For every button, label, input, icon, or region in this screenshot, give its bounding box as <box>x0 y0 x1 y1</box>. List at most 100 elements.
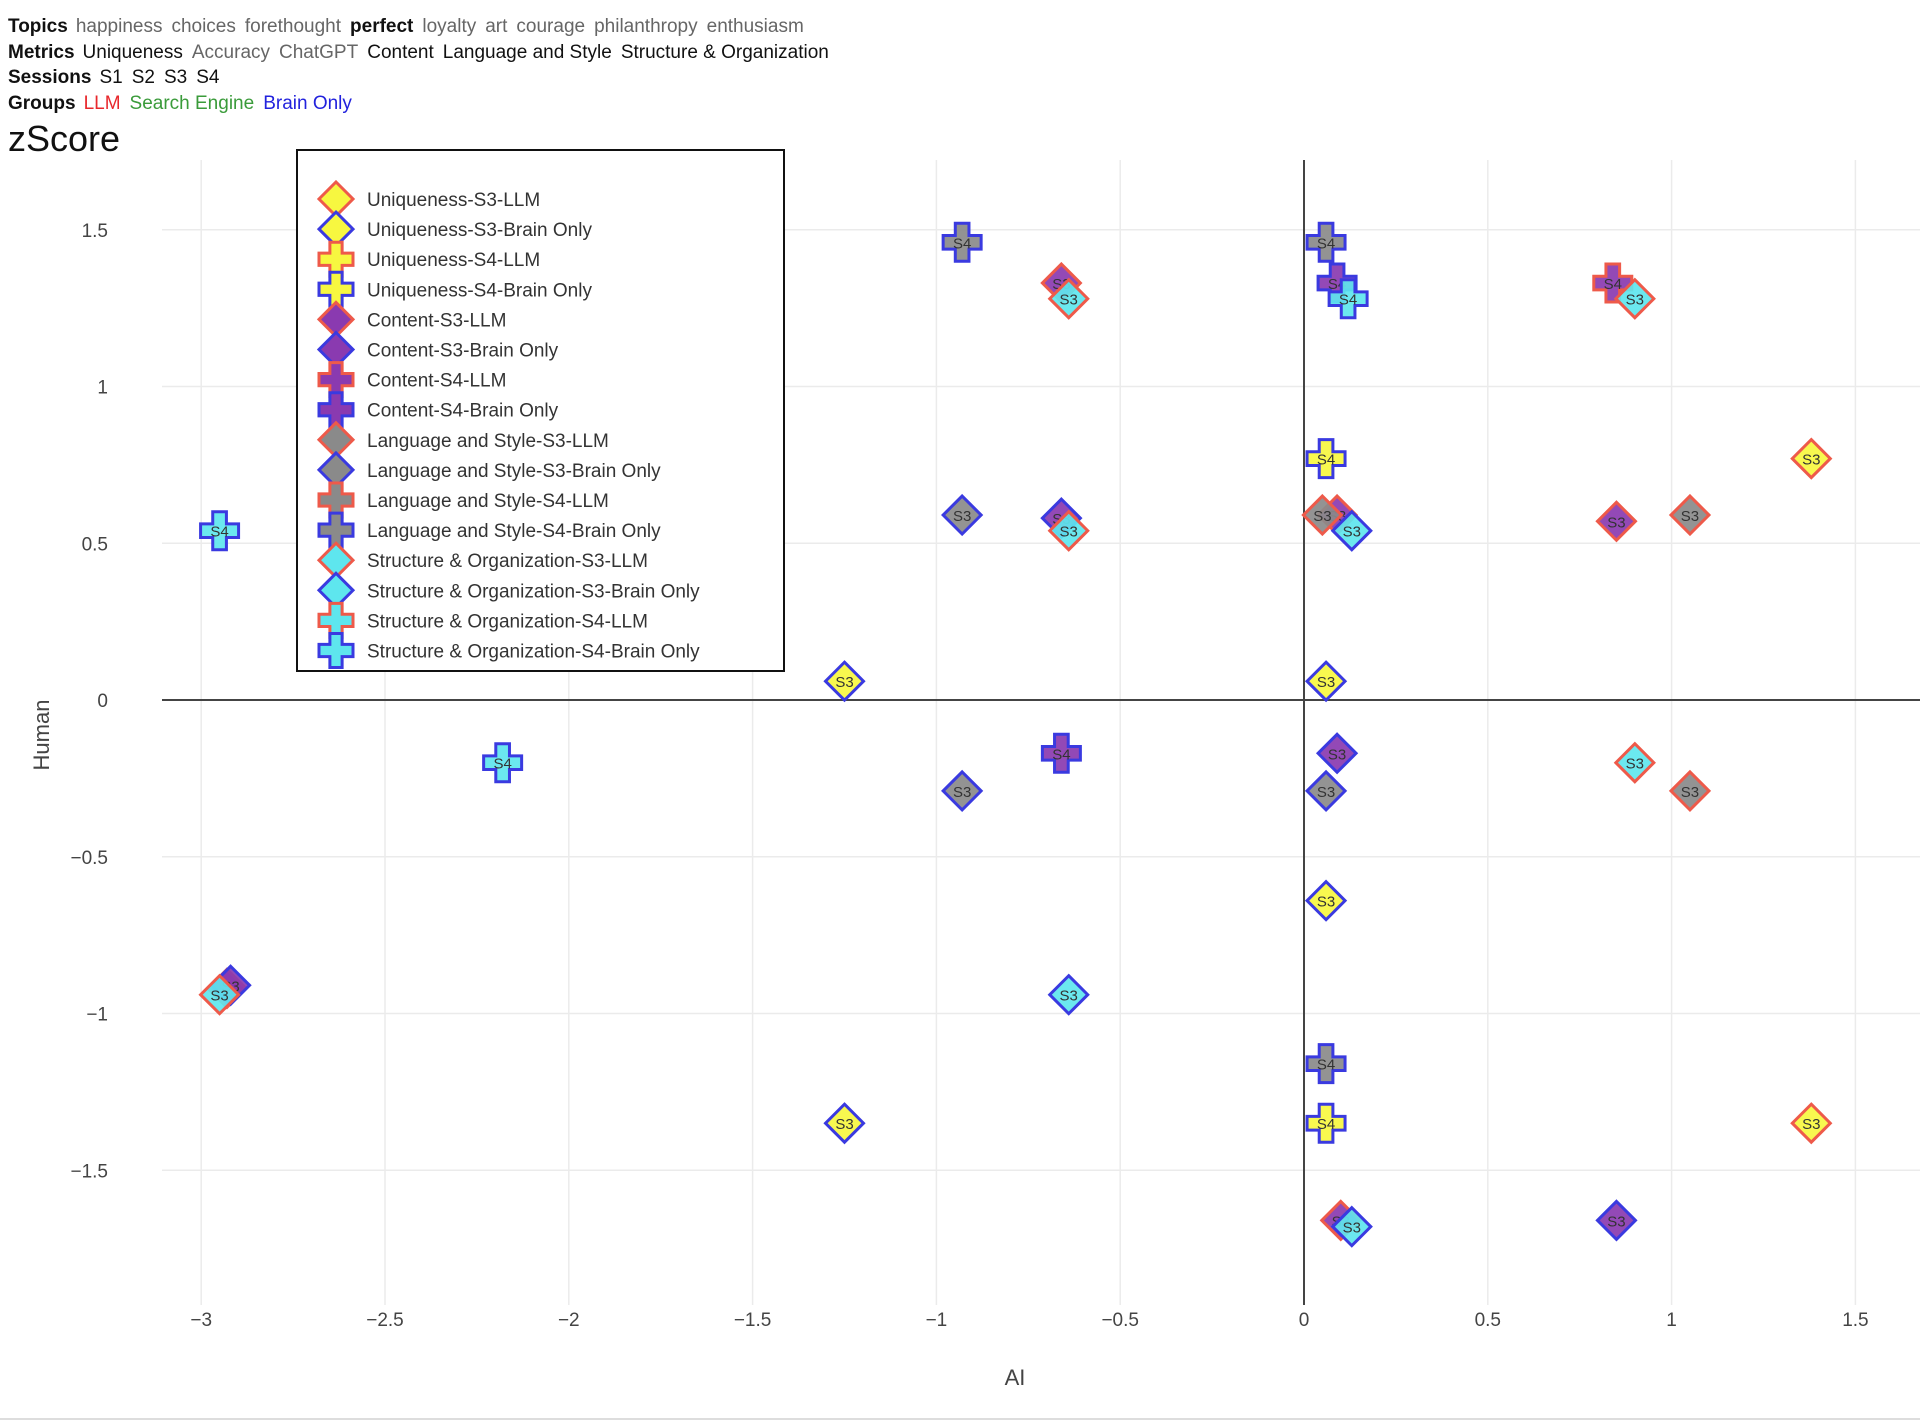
session-option-s3[interactable]: S3 <box>163 67 188 88</box>
data-point[interactable]: S4 <box>199 510 241 552</box>
data-point[interactable]: S3 <box>1595 500 1638 543</box>
topic-option-choices[interactable]: choices <box>171 16 236 37</box>
metric-option-accuracy[interactable]: Accuracy <box>191 41 271 63</box>
data-point[interactable]: S3 <box>1613 741 1656 784</box>
bottom-divider <box>0 1418 1920 1420</box>
x-tick-label: −1.5 <box>734 1310 772 1331</box>
group-option-brain-only[interactable]: Brain Only <box>263 92 352 114</box>
legend-label: Language and Style-S3-Brain Only <box>367 461 661 482</box>
data-point[interactable]: S3 <box>1304 879 1348 922</box>
data-point[interactable]: S4 <box>1040 732 1082 774</box>
legend-item[interactable]: Structure & Organization-S3-Brain Only <box>316 571 700 610</box>
point-label: S3 <box>1681 784 1699 801</box>
data-point[interactable]: S4 <box>1305 1102 1347 1144</box>
legend-label: Content-S4-LLM <box>367 371 506 392</box>
sessions-row: Sessions S1 S2 S3 S4 <box>8 65 838 91</box>
legend-item[interactable]: Language and Style-S3-LLM <box>316 420 609 459</box>
topic-option-happiness[interactable]: happiness <box>75 16 163 37</box>
data-point[interactable]: S3 <box>1304 769 1348 813</box>
data-point[interactable]: S3 <box>1668 493 1712 537</box>
point-label: S3 <box>1317 784 1335 801</box>
session-option-s1[interactable]: S1 <box>99 67 123 88</box>
point-label: S4 <box>1339 292 1357 309</box>
legend-label: Structure & Organization-S3-LLM <box>367 551 648 572</box>
y-tick-label: 1 <box>97 378 108 399</box>
legend-label: Language and Style-S3-LLM <box>367 431 609 452</box>
data-point[interactable]: S3 <box>1315 732 1359 775</box>
point-label: S3 <box>1626 756 1644 773</box>
data-point[interactable]: S4 <box>1327 278 1369 320</box>
groups-row: Groups LLM Search Engine Brain Only <box>8 91 838 117</box>
point-label: S3 <box>1328 746 1346 763</box>
legend-item[interactable]: Language and Style-S4-Brain Only <box>317 511 661 549</box>
legend-label: Structure & Organization-S3-Brain Only <box>367 581 700 602</box>
session-option-s2[interactable]: S2 <box>131 67 155 88</box>
point-label: S3 <box>1343 1220 1361 1237</box>
legend-label: Content-S3-Brain Only <box>367 341 559 362</box>
metric-option-structure-and-organization[interactable]: Structure & Organization <box>620 41 829 63</box>
legend-label: Structure & Organization-S4-LLM <box>367 611 648 632</box>
topic-option-art[interactable]: art <box>485 16 508 37</box>
metric-option-language-and-style[interactable]: Language and Style <box>442 41 612 63</box>
data-point[interactable]: S3 <box>1047 509 1090 552</box>
point-label: S3 <box>835 674 853 691</box>
data-point[interactable]: S4 <box>1305 221 1347 263</box>
legend-item[interactable]: Structure & Organization-S3-LLM <box>316 541 648 580</box>
data-point[interactable]: S3 <box>941 493 984 537</box>
data-point[interactable]: S3 <box>1330 509 1373 552</box>
data-point[interactable]: S3 <box>1304 660 1348 703</box>
data-point[interactable]: S4 <box>482 742 524 784</box>
group-option-llm[interactable]: LLM <box>83 92 121 114</box>
topic-option-forethought[interactable]: forethought <box>244 16 342 37</box>
data-point[interactable]: S3 <box>1790 437 1833 480</box>
x-tick-label: 1.5 <box>1842 1310 1868 1331</box>
data-point[interactable]: S3 <box>1047 277 1090 320</box>
data-point[interactable]: S4 <box>1305 1043 1347 1085</box>
point-label: S3 <box>1681 508 1699 525</box>
groups-label: Groups <box>8 92 76 114</box>
data-point[interactable]: S3 <box>1301 493 1344 537</box>
y-axis-title: Human <box>29 700 54 771</box>
data-point[interactable]: S3 <box>1330 1205 1373 1248</box>
topic-option-perfect[interactable]: perfect <box>350 16 414 37</box>
metric-option-uniqueness[interactable]: Uniqueness <box>82 41 183 63</box>
topics-label: Topics <box>8 16 68 37</box>
point-label: S4 <box>1317 235 1335 252</box>
session-option-s4[interactable]: S4 <box>196 67 220 88</box>
topic-option-philanthropy[interactable]: philanthropy <box>594 16 698 37</box>
topic-option-enthusiasm[interactable]: enthusiasm <box>706 16 804 37</box>
data-point[interactable]: S3 <box>1613 277 1656 320</box>
data-point[interactable]: S3 <box>823 660 866 703</box>
group-option-search-engine[interactable]: Search Engine <box>129 92 255 114</box>
point-label: S3 <box>1060 292 1078 309</box>
data-point[interactable]: S3 <box>1595 1199 1638 1242</box>
legend-item[interactable]: Language and Style-S3-Brain Only <box>316 450 661 490</box>
metric-option-content[interactable]: Content <box>367 41 434 63</box>
legend-item[interactable]: Content-S3-Brain Only <box>316 330 559 369</box>
data-point[interactable]: S3 <box>823 1102 866 1145</box>
data-point[interactable]: S4 <box>1305 438 1347 480</box>
filter-panel: Topics happiness choices forethought perfect… <box>8 14 838 116</box>
data-point[interactable]: S3 <box>198 973 241 1016</box>
data-point[interactable]: S3 <box>1668 769 1712 813</box>
legend-item[interactable]: Structure & Organization-S4-Brain Only <box>317 632 700 669</box>
legend-label: Uniqueness-S4-LLM <box>367 250 540 271</box>
x-tick-label: −3 <box>190 1310 212 1331</box>
point-label: S3 <box>1317 674 1335 691</box>
point-label: S3 <box>1343 524 1361 541</box>
data-point[interactable]: S3 <box>1790 1102 1833 1145</box>
legend-label: Content-S4-Brain Only <box>367 401 559 422</box>
point-label: S4 <box>1317 1057 1335 1074</box>
data-point[interactable]: S4 <box>941 221 983 263</box>
data-point[interactable]: S3 <box>1047 973 1090 1016</box>
legend-item[interactable]: Uniqueness-S4-Brain Only <box>317 270 592 308</box>
topic-option-loyalty[interactable]: loyalty <box>422 16 477 37</box>
point-label: S3 <box>1317 894 1335 911</box>
point-label: S3 <box>210 988 228 1005</box>
point-label: S3 <box>1313 508 1331 525</box>
topic-option-courage[interactable]: courage <box>516 16 586 37</box>
data-point[interactable]: S3 <box>941 769 984 813</box>
metric-option-chatgpt[interactable]: ChatGPT <box>279 41 359 63</box>
point-label: S4 <box>1604 276 1622 293</box>
legend-item[interactable]: Content-S4-Brain Only <box>317 391 559 429</box>
